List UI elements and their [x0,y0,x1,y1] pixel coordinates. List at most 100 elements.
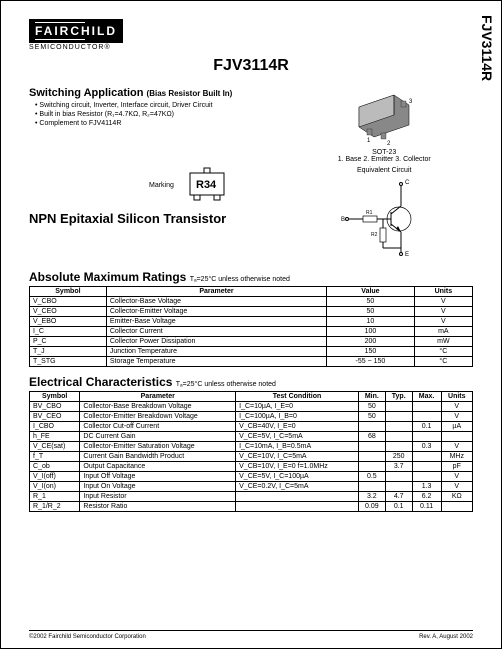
table-cell [441,432,472,442]
table-cell [412,452,441,462]
equivalent-circuit-diagram: C E B R1 R2 [339,174,429,264]
table-cell: 1.3 [412,482,441,492]
table-cell [412,402,441,412]
table-cell: h_FE [30,432,80,442]
table-cell: V [414,307,472,317]
table-cell: 0.1 [385,502,412,512]
table-cell: V_CE=5V, I_C=100µA [236,472,359,482]
table-header: Test Condition [236,392,359,402]
table-cell: f_T [30,452,80,462]
table-cell: I_C=10mA, I_B=0.5mA [236,442,359,452]
table-cell [385,432,412,442]
table-cell: Storage Temperature [106,357,326,367]
table-cell: V_CB=10V, I_E=0 f=1.0MHz [236,462,359,472]
table-cell: Collector-Base Breakdown Voltage [80,402,236,412]
table-cell: DC Current Gain [80,432,236,442]
application-heading: Switching Application (Bias Resistor Bui… [29,87,287,99]
table-header: Units [441,392,472,402]
table-cell: 200 [327,337,415,347]
svg-text:3: 3 [409,99,413,105]
table-row: R_1Input Resistor3.24.76.2KΩ [30,492,473,502]
table-cell: Emitter-Base Voltage [106,317,326,327]
table-cell: 100 [327,327,415,337]
table-cell: Collector Current [106,327,326,337]
table-cell [358,452,385,462]
table-cell: V_CB=40V, I_E=0 [236,422,359,432]
table-cell: Junction Temperature [106,347,326,357]
table-cell: Collector Cut-off Current [80,422,236,432]
table-cell: Collector-Emitter Voltage [106,307,326,317]
table-header: Min. [358,392,385,402]
table-cell: V_CE=5V, I_C=5mA [236,432,359,442]
table-header: Units [414,287,472,297]
table-row: V_I(off)Input Off VoltageV_CE=5V, I_C=10… [30,472,473,482]
table-cell: I_C=10µA, I_E=0 [236,402,359,412]
table-row: f_TCurrent Gain Bandwidth ProductV_CE=10… [30,452,473,462]
device-type-heading: NPN Epitaxial Silicon Transistor [29,211,287,226]
logo-name: FAIRCHILD [29,19,123,43]
table-cell [236,492,359,502]
table-cell: V [441,402,472,412]
table-row: P_CCollector Power Dissipation200mW [30,337,473,347]
table-cell [385,402,412,412]
table-cell: Collector-Emitter Breakdown Voltage [80,412,236,422]
table-cell: 50 [358,402,385,412]
svg-text:B: B [341,217,345,223]
table-cell: V_CE=10V, I_C=5mA [236,452,359,462]
table-row: BV_CEOCollector-Emitter Breakdown Voltag… [30,412,473,422]
table-cell: C_ob [30,462,80,472]
table-cell: V [414,317,472,327]
table-cell: 68 [358,432,385,442]
table-header: Parameter [106,287,326,297]
amr-table: SymbolParameterValueUnits V_CBOCollector… [29,286,473,367]
table-row: V_CBOCollector-Base Voltage50V [30,297,473,307]
table-row: I_CBOCollector Cut-off CurrentV_CB=40V, … [30,422,473,432]
svg-text:C: C [405,180,410,186]
marking-label: Marking [149,182,174,189]
table-cell: 250 [385,452,412,462]
table-cell: 50 [358,412,385,422]
package-diagram: 1 2 3 [339,87,429,147]
table-cell [412,432,441,442]
table-cell: Collector Power Dissipation [106,337,326,347]
table-cell: R_1/R_2 [30,502,80,512]
table-cell: 0.11 [412,502,441,512]
table-cell: µA [441,422,472,432]
table-row: V_CEOCollector-Emitter Voltage50V [30,307,473,317]
table-cell: V_CE(sat) [30,442,80,452]
table-cell: I_C [30,327,107,337]
table-cell: mW [414,337,472,347]
svg-text:R2: R2 [371,232,378,238]
table-cell: P_C [30,337,107,347]
svg-text:1: 1 [367,138,371,144]
logo-block: FAIRCHILD SEMICONDUCTOR® [29,19,473,51]
table-cell: Collector-Base Voltage [106,297,326,307]
table-cell: 4.7 [385,492,412,502]
table-cell: I_CBO [30,422,80,432]
table-cell: 3.2 [358,492,385,502]
table-cell: 6.2 [412,492,441,502]
logo-sub: SEMICONDUCTOR® [29,44,473,51]
table-cell [385,412,412,422]
table-cell: V [414,297,472,307]
table-row: R_1/R_2Resistor Ratio0.090.10.11 [30,502,473,512]
table-cell: V_CBO [30,297,107,307]
table-cell: Input Off Voltage [80,472,236,482]
table-cell [412,412,441,422]
table-cell: °C [414,347,472,357]
table-cell: BV_CEO [30,412,80,422]
table-header: Symbol [30,287,107,297]
table-header: Typ. [385,392,412,402]
table-row: T_JJunction Temperature150°C [30,347,473,357]
table-cell: 0.5 [358,472,385,482]
svg-text:E: E [405,252,409,258]
table-cell: 0.3 [412,442,441,452]
table-cell [358,422,385,432]
table-cell [412,472,441,482]
ec-table: SymbolParameterTest ConditionMin.Typ.Max… [29,391,473,512]
table-cell: Current Gain Bandwidth Product [80,452,236,462]
table-cell: V [441,412,472,422]
table-cell [385,482,412,492]
table-row: BV_CBOCollector-Base Breakdown VoltageI_… [30,402,473,412]
table-cell [441,502,472,512]
